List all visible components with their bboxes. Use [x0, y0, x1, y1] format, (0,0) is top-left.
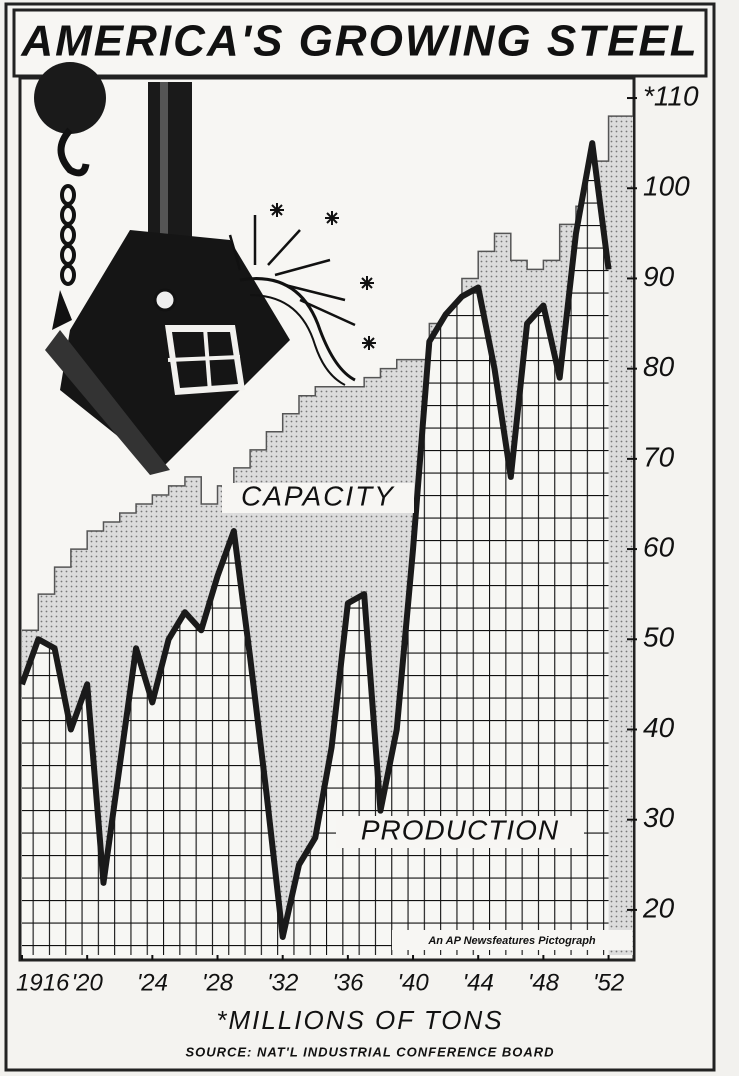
y-tick-label: 70 [643, 441, 675, 472]
y-tick-label: 100 [643, 171, 690, 202]
y-tick-label: 90 [643, 261, 675, 292]
series-label: PRODUCTION [361, 814, 559, 845]
chart-title: AMERICA'S GROWING STEEL [20, 17, 698, 66]
axis-title: *MILLIONS OF TONS [216, 1005, 503, 1035]
y-tick-label: 50 [643, 622, 675, 653]
source: SOURCE: NAT'L INDUSTRIAL CONFERENCE BOAR… [185, 1044, 554, 1059]
y-tick-label: 40 [643, 712, 675, 743]
y-tick-label: 30 [643, 802, 675, 833]
credit: An AP Newsfeatures Pictograph [427, 935, 596, 947]
x-tick-label: 1916 [16, 969, 70, 996]
x-tick-label: '48 [528, 969, 560, 996]
series-label: CAPACITY [241, 480, 395, 511]
y-tick-label: 60 [643, 531, 675, 562]
x-tick-label: '24 [137, 969, 168, 996]
x-tick-label: '52 [593, 969, 624, 996]
x-tick-label: '32 [267, 969, 298, 996]
x-tick-label: '44 [463, 969, 494, 996]
y-tick-label: *110 [643, 80, 699, 111]
x-tick-label: '28 [202, 969, 234, 996]
x-tick-label: '40 [397, 969, 429, 996]
chart: AMERICA'S GROWING STEEL [0, 0, 739, 1076]
y-tick-label: 80 [643, 351, 675, 382]
capacity-step [609, 116, 633, 955]
y-tick-label: 20 [642, 892, 675, 923]
x-tick-label: '36 [332, 969, 364, 996]
x-tick-label: '20 [72, 969, 104, 996]
